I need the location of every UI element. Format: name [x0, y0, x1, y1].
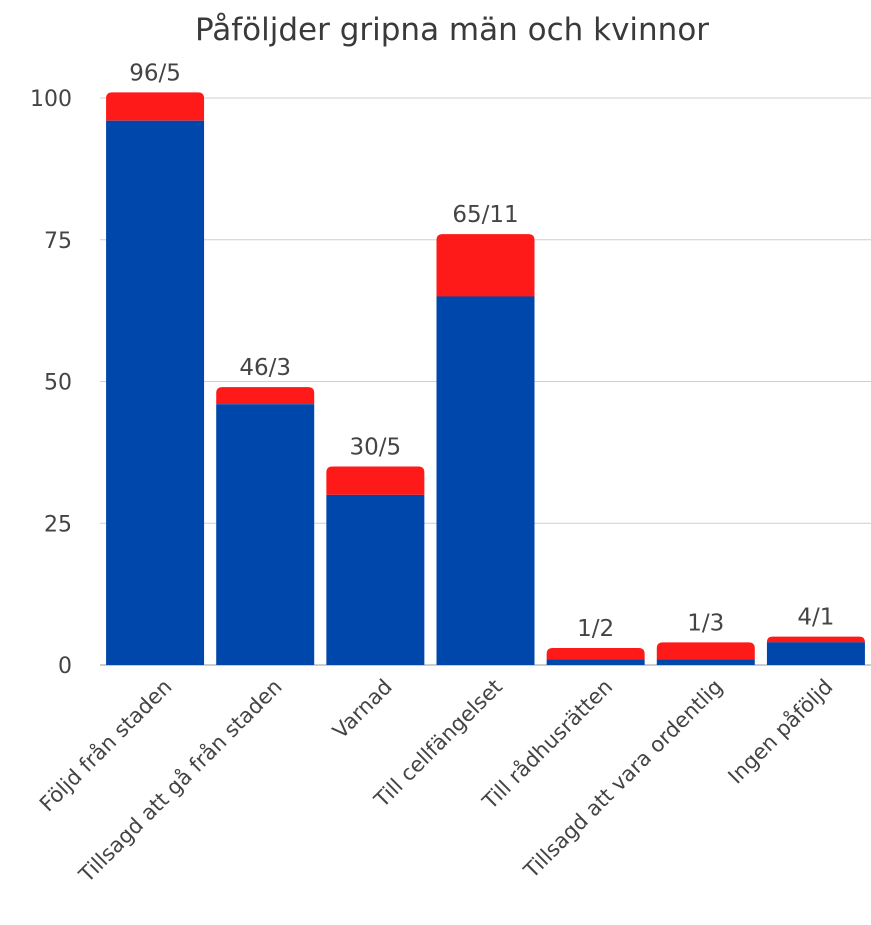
bar-segment-blue [326, 494, 425, 665]
bar-data-label: 65/11 [452, 202, 518, 228]
bar-data-label: 30/5 [350, 435, 402, 461]
bar-segment-blue [216, 404, 315, 665]
bar-data-label: 46/3 [239, 355, 291, 381]
bar-data-label: 96/5 [129, 60, 181, 86]
y-tick-label: 0 [58, 654, 72, 679]
bar-segment-blue [766, 642, 865, 665]
bar-segment-blue [656, 659, 755, 665]
bar-segment-red [326, 466, 425, 495]
bar-segment-blue [546, 659, 645, 665]
bars [106, 92, 865, 666]
data-labels: 96/5 46/3 30/5 65/11 1/2 1/3 4/1 [129, 60, 834, 642]
y-tick-label: 50 [44, 371, 72, 396]
bar-segment-blue [436, 296, 535, 665]
x-category-label: Varnad [328, 675, 397, 744]
bar-segment-red [436, 234, 535, 297]
bar-data-label: 1/2 [577, 616, 614, 642]
bar-segment-red [546, 647, 645, 660]
bar-segment-red [766, 636, 865, 643]
y-tick-label: 75 [44, 229, 72, 254]
bar-segment-red [216, 387, 315, 405]
x-category-label: Tillsagd att vara ordentlig [519, 675, 728, 884]
y-axis-ticks: 0 25 50 75 100 [30, 87, 72, 679]
bar-data-label: 1/3 [687, 610, 724, 636]
x-category-label: Ingen påföljd [723, 674, 838, 789]
y-tick-label: 100 [30, 87, 72, 112]
bar-segment-blue [106, 120, 205, 666]
chart-title: Påföljder gripna män och kvinnor [195, 12, 709, 48]
bar-segment-red [106, 92, 205, 121]
bar-data-label: 4/1 [797, 605, 834, 631]
x-category-label: Tillsagd att gå från staden [73, 674, 287, 888]
bar-segment-red [656, 642, 755, 660]
y-tick-label: 25 [44, 512, 72, 537]
